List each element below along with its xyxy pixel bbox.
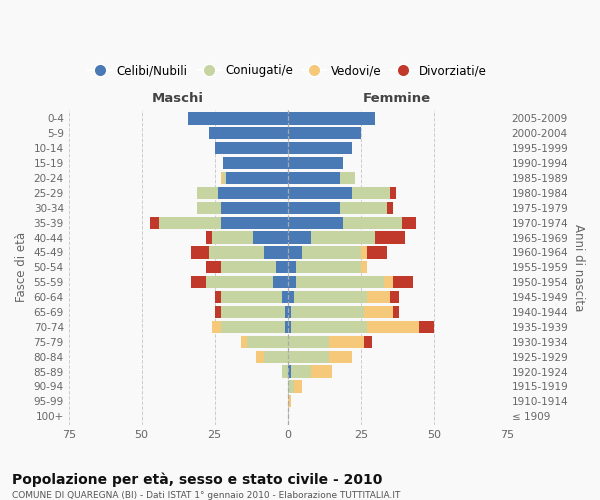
Bar	[293, 291, 367, 303]
Bar	[265, 246, 287, 258]
Bar	[419, 321, 434, 333]
Bar	[285, 321, 287, 333]
Bar	[206, 261, 221, 274]
Bar	[340, 202, 387, 214]
Y-axis label: Fasce di età: Fasce di età	[15, 232, 28, 302]
Bar	[364, 306, 393, 318]
Bar	[151, 216, 159, 229]
Bar	[206, 276, 273, 288]
Bar	[282, 291, 287, 303]
Bar	[215, 291, 221, 303]
Bar	[387, 202, 393, 214]
Bar	[311, 366, 331, 378]
Bar	[276, 261, 287, 274]
Bar	[282, 366, 287, 378]
Text: Femmine: Femmine	[363, 92, 431, 105]
Bar	[265, 350, 287, 363]
Bar	[221, 261, 276, 274]
Bar	[206, 232, 212, 243]
Bar	[191, 276, 206, 288]
Bar	[329, 350, 352, 363]
Bar	[290, 306, 364, 318]
Bar	[343, 216, 401, 229]
Bar	[296, 276, 384, 288]
Bar	[352, 187, 390, 199]
Text: Popolazione per età, sesso e stato civile - 2010: Popolazione per età, sesso e stato civil…	[12, 472, 382, 487]
Y-axis label: Anni di nascita: Anni di nascita	[572, 224, 585, 311]
Bar	[287, 157, 343, 169]
Bar	[287, 112, 376, 124]
Bar	[340, 172, 355, 184]
Bar	[290, 366, 311, 378]
Bar	[223, 172, 226, 184]
Bar	[197, 202, 221, 214]
Bar	[215, 142, 287, 154]
Bar	[226, 172, 287, 184]
Bar	[159, 216, 221, 229]
Bar	[311, 232, 376, 243]
Bar	[273, 276, 287, 288]
Bar	[215, 306, 221, 318]
Bar	[212, 232, 253, 243]
Legend: Celibi/Nubili, Coniugati/e, Vedovi/e, Divorziati/e: Celibi/Nubili, Coniugati/e, Vedovi/e, Di…	[86, 62, 490, 80]
Bar	[287, 128, 361, 140]
Bar	[302, 246, 361, 258]
Bar	[209, 128, 287, 140]
Bar	[209, 246, 265, 258]
Bar	[247, 336, 287, 348]
Bar	[367, 291, 390, 303]
Bar	[197, 187, 218, 199]
Bar	[287, 187, 352, 199]
Bar	[367, 246, 387, 258]
Text: Maschi: Maschi	[152, 92, 204, 105]
Bar	[287, 261, 296, 274]
Bar	[221, 172, 223, 184]
Bar	[287, 336, 329, 348]
Bar	[287, 142, 352, 154]
Bar	[221, 321, 285, 333]
Bar	[361, 261, 367, 274]
Bar	[287, 216, 343, 229]
Bar	[287, 202, 340, 214]
Bar	[384, 276, 393, 288]
Bar	[287, 321, 290, 333]
Bar	[188, 112, 287, 124]
Bar	[401, 216, 416, 229]
Bar	[296, 261, 361, 274]
Bar	[287, 232, 311, 243]
Bar	[221, 306, 285, 318]
Bar	[285, 306, 287, 318]
Bar	[191, 246, 209, 258]
Bar	[221, 216, 287, 229]
Bar	[390, 291, 398, 303]
Bar	[287, 291, 293, 303]
Bar	[364, 336, 373, 348]
Bar	[393, 276, 413, 288]
Text: COMUNE DI QUAREGNA (BI) - Dati ISTAT 1° gennaio 2010 - Elaborazione TUTTITALIA.I: COMUNE DI QUAREGNA (BI) - Dati ISTAT 1° …	[12, 491, 400, 500]
Bar	[287, 246, 302, 258]
Bar	[329, 336, 364, 348]
Bar	[287, 380, 293, 392]
Bar	[287, 366, 290, 378]
Bar	[287, 276, 296, 288]
Bar	[287, 395, 290, 407]
Bar	[218, 187, 287, 199]
Bar	[287, 172, 340, 184]
Bar	[241, 336, 247, 348]
Bar	[361, 246, 367, 258]
Bar	[253, 232, 287, 243]
Bar	[212, 321, 221, 333]
Bar	[221, 291, 282, 303]
Bar	[221, 202, 287, 214]
Bar	[290, 321, 367, 333]
Bar	[376, 232, 404, 243]
Bar	[256, 350, 265, 363]
Bar	[223, 157, 287, 169]
Bar	[287, 350, 329, 363]
Bar	[287, 306, 290, 318]
Bar	[393, 306, 398, 318]
Bar	[390, 187, 396, 199]
Bar	[367, 321, 419, 333]
Bar	[293, 380, 302, 392]
